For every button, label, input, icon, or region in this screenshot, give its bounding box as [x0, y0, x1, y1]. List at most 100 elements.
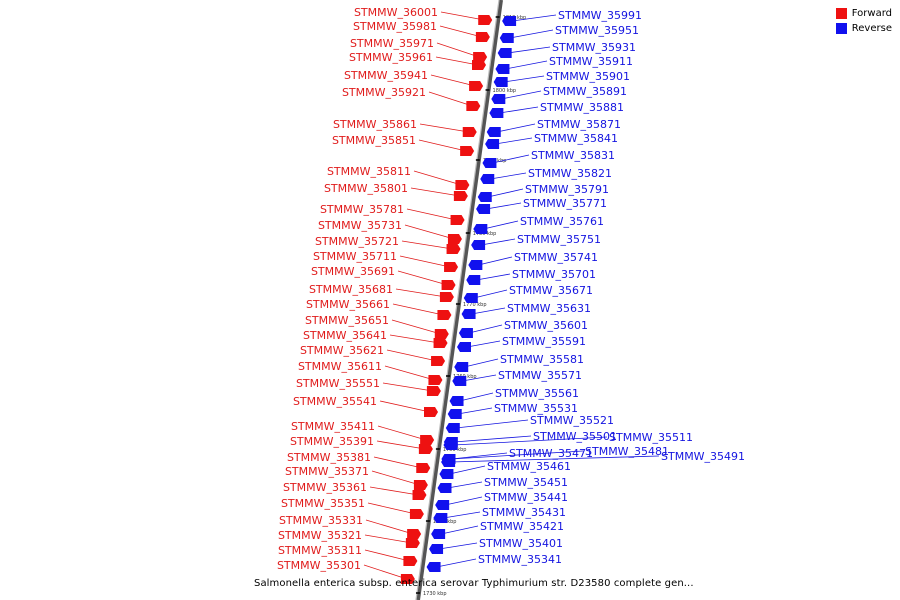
legend-forward-label: Forward — [851, 8, 892, 19]
reverse-gene-label: STMMW_35821 — [528, 167, 612, 180]
forward-gene-label: STMMW_35781 — [320, 203, 404, 216]
reverse-gene-label: STMMW_35341 — [478, 553, 562, 566]
reverse-gene-label: STMMW_35751 — [517, 233, 601, 246]
forward-gene-feature — [473, 52, 488, 62]
reverse-gene-label: STMMW_35891 — [543, 85, 627, 98]
forward-leader-line — [365, 519, 414, 535]
forward-gene-feature — [400, 574, 415, 584]
forward-gene-feature — [407, 529, 422, 539]
forward-gene-feature — [439, 292, 454, 302]
forward-leader-line — [377, 425, 427, 441]
reverse-leader-line — [438, 542, 478, 550]
forward-leader-line — [391, 319, 441, 335]
forward-gene-label: STMMW_35331 — [279, 514, 363, 527]
forward-gene-label: STMMW_35851 — [332, 134, 416, 147]
reverse-gene-label: STMMW_35701 — [512, 268, 596, 281]
forward-gene-label: STMMW_35371 — [285, 465, 369, 478]
forward-gene-label: STMMW_35301 — [277, 559, 361, 572]
reverse-leader-line — [492, 154, 530, 164]
reverse-gene-feature — [429, 544, 444, 554]
reverse-gene-label: STMMW_35931 — [552, 41, 636, 54]
reverse-leader-line — [468, 324, 503, 334]
reverse-leader-line — [496, 123, 536, 133]
forward-gene-feature — [444, 262, 459, 272]
reverse-gene-feature — [447, 409, 462, 419]
forward-gene-label: STMMW_35351 — [281, 497, 365, 510]
forward-gene-label: STMMW_35961 — [349, 51, 433, 64]
forward-gene-label: STMMW_35551 — [296, 377, 380, 390]
forward-leader-line — [364, 549, 410, 562]
reverse-gene-feature — [439, 469, 454, 479]
tick-label: 1770 kbp — [463, 302, 487, 308]
forward-gene-label: STMMW_35311 — [278, 544, 362, 557]
reverse-leader-line — [449, 465, 486, 475]
reverse-gene-feature — [426, 562, 441, 572]
reverse-leader-line — [457, 407, 493, 415]
reverse-gene-label: STMMW_35911 — [549, 55, 633, 68]
reverse-gene-label: STMMW_35401 — [479, 537, 563, 550]
reverse-leader-line — [509, 29, 554, 39]
reverse-gene-feature — [499, 33, 514, 43]
reverse-leader-line — [495, 137, 533, 145]
reverse-leader-line — [451, 455, 660, 463]
forward-leader-line — [430, 74, 476, 87]
forward-leader-line — [389, 334, 440, 344]
forward-gene-label: STMMW_35921 — [342, 86, 426, 99]
reverse-gene-feature — [463, 293, 478, 303]
forward-leader-line — [413, 170, 462, 186]
reverse-leader-line — [451, 452, 508, 460]
legend-forward: Forward — [835, 8, 892, 19]
forward-leader-line — [406, 208, 457, 221]
forward-gene-label: STMMW_35381 — [287, 451, 371, 464]
reverse-gene-feature — [449, 396, 464, 406]
forward-leader-line — [410, 187, 460, 197]
forward-gene-feature — [447, 234, 462, 244]
forward-gene-label: STMMW_35541 — [293, 395, 377, 408]
forward-gene-label: STMMW_35721 — [315, 235, 399, 248]
genome-axis — [416, 0, 503, 600]
forward-leader-line — [399, 255, 451, 268]
forward-gene-feature — [466, 101, 481, 111]
forward-gene-feature — [475, 32, 490, 42]
forward-leader-line — [379, 400, 431, 413]
forward-gene-label: STMMW_36001 — [354, 6, 438, 19]
forward-gene-feature — [426, 386, 441, 396]
reverse-gene-feature — [445, 423, 460, 433]
legend: Forward Reverse — [835, 8, 892, 38]
reverse-leader-line — [499, 106, 539, 114]
forward-gene-label: STMMW_35941 — [344, 69, 428, 82]
reverse-gene-label: STMMW_35901 — [546, 70, 630, 83]
forward-gene-feature — [446, 244, 461, 254]
reverse-leader-line — [503, 75, 545, 83]
reverse-leader-line — [453, 435, 532, 443]
forward-gene-feature — [453, 191, 468, 201]
forward-gene-feature — [413, 480, 428, 490]
reverse-leader-line — [471, 307, 506, 315]
forward-leader-line — [371, 470, 421, 486]
reverse-gene-label: STMMW_35761 — [520, 215, 604, 228]
reverse-leader-line — [505, 60, 548, 70]
forward-leader-line — [384, 365, 435, 381]
reverse-leader-line — [501, 90, 542, 100]
reverse-gene-label: STMMW_35491 — [661, 450, 745, 463]
forward-gene-feature — [433, 338, 448, 348]
reverse-leader-line — [464, 358, 499, 368]
reverse-gene-label: STMMW_35631 — [507, 302, 591, 315]
tick-label: 1800 kbp — [493, 88, 517, 94]
legend-reverse-label: Reverse — [851, 23, 892, 34]
reverse-gene-label: STMMW_35841 — [534, 132, 618, 145]
reverse-gene-label: STMMW_35511 — [609, 431, 693, 444]
reverse-gene-label: STMMW_35481 — [585, 445, 669, 458]
reverse-gene-feature — [452, 376, 467, 386]
forward-leader-line — [364, 534, 412, 544]
reverse-leader-line — [478, 256, 513, 266]
forward-leader-line — [418, 139, 467, 152]
forward-leader-line — [363, 564, 408, 580]
reverse-gene-label: STMMW_35601 — [504, 319, 588, 332]
reverse-gene-feature — [477, 192, 492, 202]
forward-leader-line — [392, 303, 444, 316]
reverse-leader-line — [490, 172, 527, 180]
forward-gene-label: STMMW_35621 — [300, 344, 384, 357]
forward-gene-feature — [418, 444, 433, 454]
reverse-gene-feature — [435, 500, 450, 510]
